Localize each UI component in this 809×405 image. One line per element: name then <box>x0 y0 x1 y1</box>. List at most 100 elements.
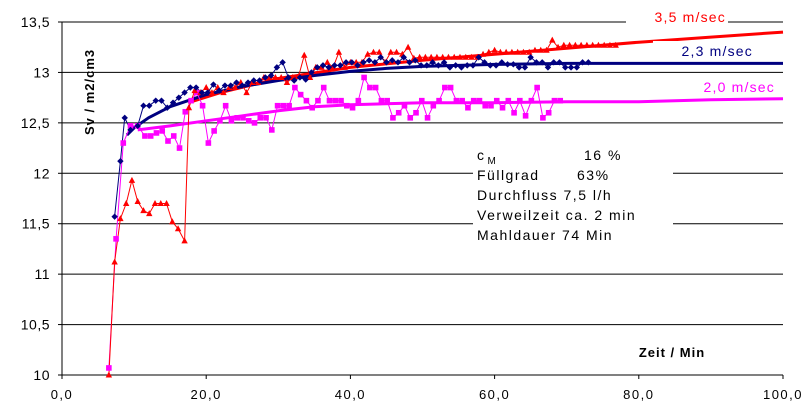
data-point <box>122 200 130 207</box>
annotation-text: Durchfluss 7,5 l/h <box>477 187 612 203</box>
x-tick-label: 80,0 <box>623 387 654 402</box>
data-point <box>187 84 194 91</box>
data-point <box>476 97 483 104</box>
trendline-square <box>137 97 784 132</box>
data-point <box>372 84 379 91</box>
x-tick-label: 100,0 <box>763 387 803 402</box>
data-point <box>309 104 315 111</box>
y-tick-label: 12,5 <box>21 115 50 131</box>
data-point <box>378 97 385 104</box>
x-tick-label: 40,0 <box>335 387 366 402</box>
data-point <box>390 115 396 121</box>
data-point <box>231 84 239 91</box>
data-point <box>583 41 591 48</box>
data-point <box>142 133 148 139</box>
data-point <box>376 48 383 55</box>
data-point <box>140 207 147 214</box>
data-point <box>204 89 211 96</box>
data-point <box>521 64 529 71</box>
data-point <box>245 118 252 124</box>
data-point <box>469 62 477 69</box>
data-point <box>222 102 229 109</box>
data-point <box>481 59 488 66</box>
data-point <box>279 59 286 66</box>
series-label: 2,0 m/sec <box>704 79 776 95</box>
y-axis-title: Sv / m2/cm3 <box>82 49 97 135</box>
data-point <box>453 97 460 104</box>
data-point <box>341 63 348 70</box>
data-point <box>134 198 141 205</box>
data-point <box>502 48 510 55</box>
data-point <box>497 48 504 55</box>
data-point <box>383 59 390 66</box>
data-point <box>320 84 327 91</box>
data-point <box>416 53 423 60</box>
data-point <box>175 94 183 101</box>
data-point <box>468 53 475 60</box>
data-point <box>117 215 124 222</box>
data-point <box>297 91 304 98</box>
data-point <box>537 46 544 53</box>
data-point <box>595 41 602 48</box>
data-point <box>556 59 563 66</box>
data-point <box>217 118 223 124</box>
data-point <box>551 97 558 104</box>
data-point <box>364 50 371 57</box>
data-point <box>462 53 469 60</box>
data-point <box>165 138 171 144</box>
data-point <box>585 59 592 66</box>
data-point <box>257 115 264 121</box>
data-point <box>589 41 596 48</box>
data-point <box>543 46 550 53</box>
data-point <box>487 62 494 69</box>
data-point <box>234 115 241 121</box>
data-point <box>400 54 407 61</box>
data-point <box>423 62 431 69</box>
data-point <box>491 46 498 53</box>
data-point <box>465 104 471 111</box>
data-point <box>127 123 134 129</box>
data-point <box>120 140 127 146</box>
data-point <box>387 48 394 55</box>
x-tick-label: 60,0 <box>479 387 510 402</box>
data-point <box>277 73 285 80</box>
data-point <box>199 102 206 109</box>
data-point <box>205 140 212 146</box>
data-point <box>181 237 188 244</box>
data-point <box>274 102 281 109</box>
data-point <box>395 109 402 116</box>
data-point <box>331 62 338 69</box>
annotation-subscript: M <box>488 156 498 167</box>
data-point <box>290 77 298 84</box>
data-point <box>159 128 166 134</box>
data-point <box>510 61 517 68</box>
data-point <box>349 104 356 111</box>
data-point <box>422 53 429 60</box>
data-point <box>342 59 350 66</box>
data-point <box>427 53 435 60</box>
data-point <box>447 84 454 91</box>
data-point <box>220 89 227 96</box>
data-point <box>267 72 275 79</box>
data-point <box>285 74 292 81</box>
data-point <box>401 102 408 109</box>
data-point <box>164 104 171 111</box>
data-point <box>406 59 413 66</box>
data-point <box>412 57 419 64</box>
data-point <box>562 64 569 71</box>
data-point <box>479 50 487 57</box>
y-tick-label: 11 <box>34 266 50 282</box>
data-point <box>302 76 309 83</box>
data-point <box>393 48 400 55</box>
data-point <box>485 48 493 55</box>
data-point <box>151 200 159 207</box>
data-point <box>538 59 546 66</box>
y-tick-label: 13,5 <box>21 14 50 30</box>
x-axis-title: Zeit / Min <box>639 345 705 360</box>
data-point <box>319 62 327 69</box>
data-point <box>557 97 564 104</box>
data-point <box>499 104 506 111</box>
data-point <box>429 59 436 66</box>
data-point <box>233 79 240 86</box>
